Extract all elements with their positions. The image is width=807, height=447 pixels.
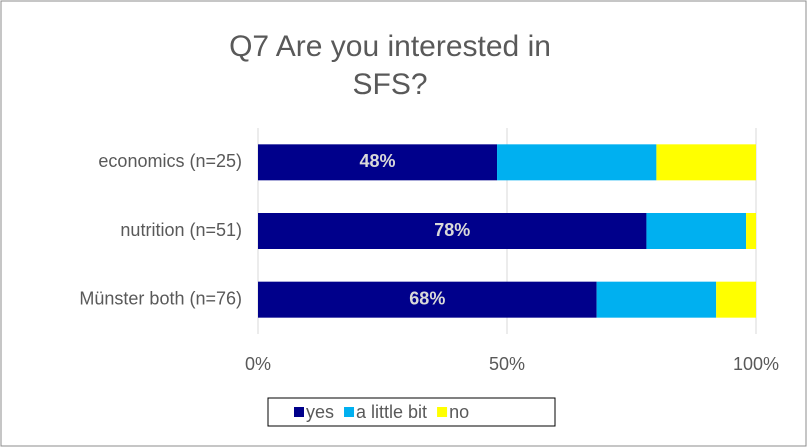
x-tick-label: 0%: [245, 354, 271, 374]
legend-swatch: [344, 407, 355, 417]
legend-swatch: [437, 407, 448, 417]
bar-segment: [656, 144, 756, 181]
bar-segment: [716, 281, 756, 318]
bar-segment: [258, 213, 647, 249]
bar-segment: [497, 144, 657, 181]
legend-label: no: [449, 402, 469, 422]
y-tick-label: economics (n=25): [98, 151, 242, 171]
y-tick-label: Münster both (n=76): [79, 288, 242, 308]
data-label: 78%: [434, 220, 470, 240]
y-tick-label: nutrition (n=51): [120, 220, 242, 240]
chart-title: Q7 Are you interested in SFS?: [229, 30, 551, 101]
legend-label: a little bit: [356, 402, 427, 422]
legend-box: [267, 397, 556, 427]
bar-segment: [596, 281, 717, 318]
x-tick-label: 50%: [489, 354, 525, 374]
data-label: 68%: [409, 288, 445, 308]
bar-segment: [258, 281, 597, 318]
bar-segment: [258, 144, 498, 181]
bar-segment: [646, 213, 747, 249]
legend-swatch: [294, 407, 304, 417]
data-label: 48%: [360, 151, 396, 171]
bar-segment: [746, 213, 756, 249]
x-tick-label: 100%: [733, 354, 779, 374]
legend-label: yes: [306, 402, 334, 422]
